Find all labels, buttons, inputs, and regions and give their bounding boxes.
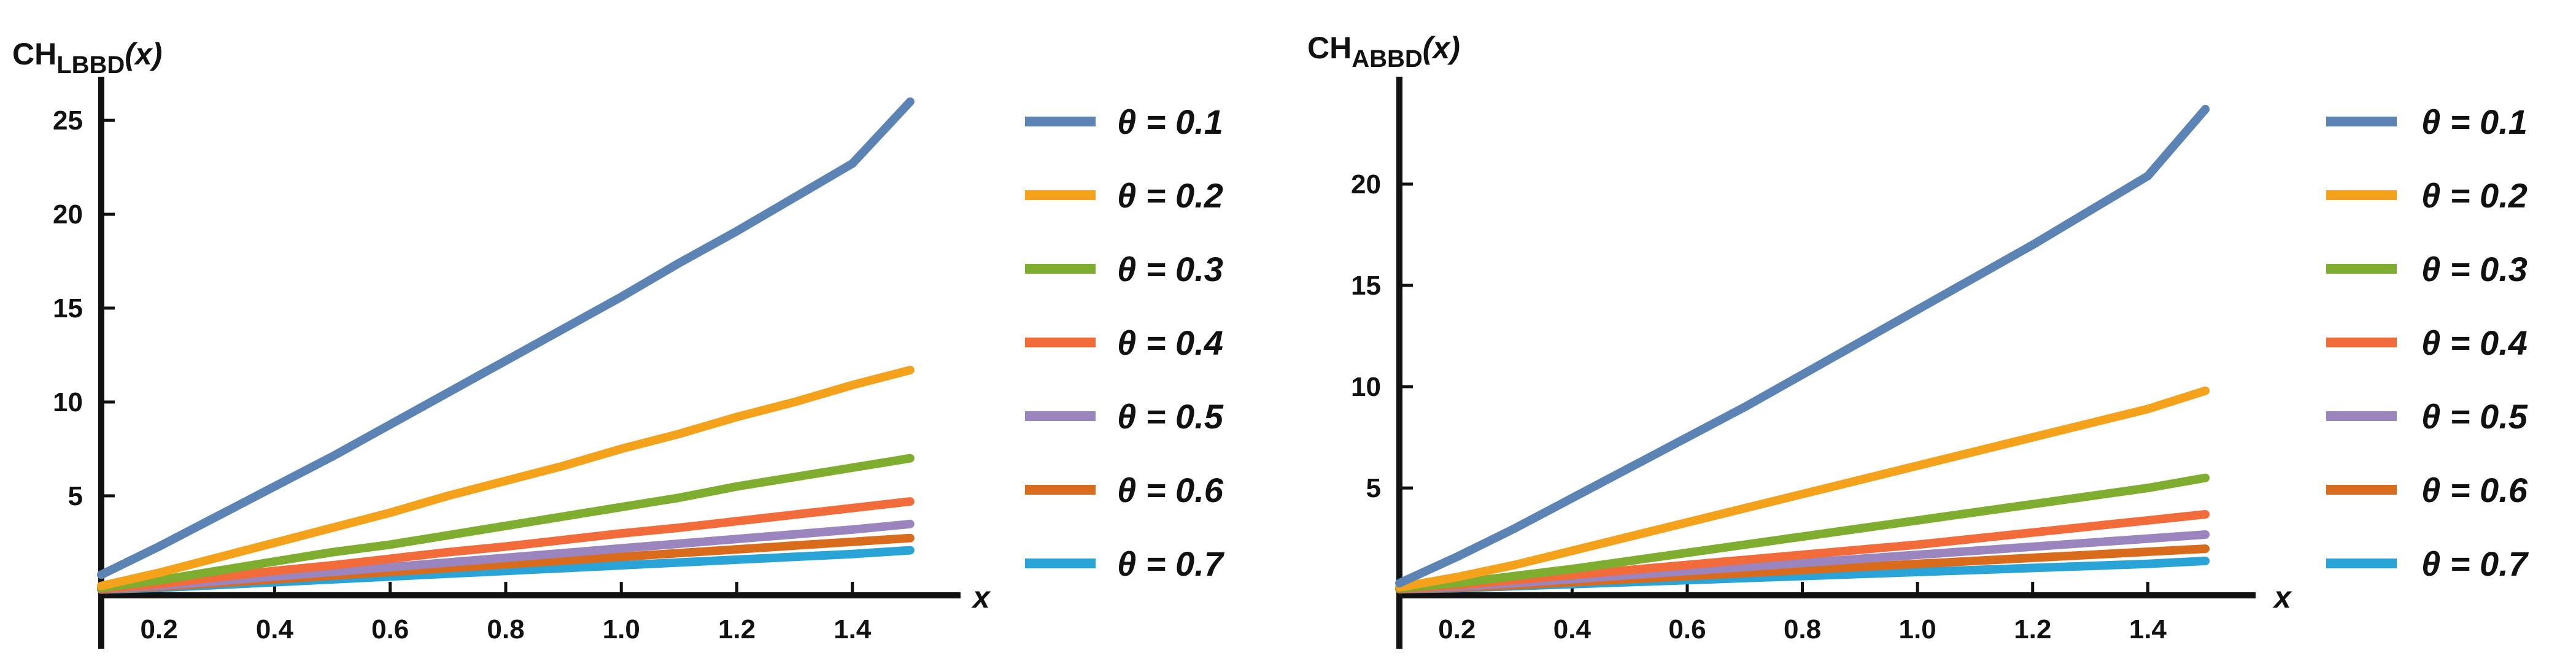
legend-label-6: θ = 0.6 [2421,471,2528,509]
series-line-2 [97,366,915,590]
x-tick-label: 0.6 [371,614,409,644]
series-line-1 [1395,104,2210,588]
y-axis-label-main: CH [1307,31,1352,65]
legend-label-5: θ = 0.5 [2421,397,2528,436]
series-line-1 [97,97,915,579]
y-tick-label: 10 [1351,372,1381,402]
x-tick-label: 1.4 [2129,614,2167,644]
y-axis-label-tail: (x) [125,37,162,71]
series-group [1395,104,2210,593]
y-axis-label-subscript: ABBD [1352,45,1423,72]
y-tick-label: 10 [53,387,83,417]
y-tick-label: 20 [53,199,83,230]
x-axis-label: x [971,580,991,614]
series-line-3 [97,454,915,592]
legend-label-3: θ = 0.3 [2421,250,2528,288]
x-tick-label: 0.6 [1668,614,1706,644]
legend-label-4: θ = 0.4 [1117,323,1223,362]
series-line-3 [1395,473,2210,593]
x-tick-label: 1.2 [718,614,756,644]
x-tick-label: 0.4 [256,614,294,644]
series-line-4 [97,497,915,593]
x-tick-label: 1.4 [834,614,872,644]
x-tick-label: 1.0 [1899,614,1936,644]
x-tick-label: 1.0 [603,614,640,644]
chart-left: 5 10 15 20 25 0.2 0.4 0.6 0.8 1.0 1.2 1.4 CHLBBD(x) x… [12,37,1225,649]
y-tick-label: 5 [68,481,83,511]
y-tick-label: 5 [1366,473,1381,503]
legend-label-1: θ = 0.1 [1117,102,1223,141]
x-tick-label: 1.2 [2014,614,2051,644]
chart-right: 5 10 15 20 0.2 0.4 0.6 0.8 1.0 1.2 1.4 CHABBD(x) x θ … [1307,31,2529,649]
legend-label-4: θ = 0.4 [2421,323,2528,362]
legend: θ = 0.1 θ = 0.2 θ = 0.3 θ = 0.4 θ = 0.5 θ = 0… [1025,102,1225,583]
series-line-4 [1395,510,2210,593]
y-tick-label: 25 [53,106,83,136]
y-tick-label: 15 [1351,271,1381,301]
series-line-2 [1395,386,2210,592]
x-axis-label: x [2272,580,2292,614]
y-tick-label: 15 [53,293,83,323]
x-tick-label: 0.8 [487,614,524,644]
legend-label-7: θ = 0.7 [1117,544,1225,583]
legend-label-2: θ = 0.2 [2421,176,2528,215]
x-tick-label: 0.2 [141,614,178,644]
legend-label-5: θ = 0.5 [1117,397,1224,436]
y-axis-label: CHABBD(x) [1307,31,1460,72]
y-axis-label-tail: (x) [1423,31,1460,65]
x-tick-label: 0.2 [1438,614,1476,644]
y-axis-label: CHLBBD(x) [12,37,162,79]
legend-label-2: θ = 0.2 [1117,176,1223,215]
legend-label-6: θ = 0.6 [1117,471,1224,509]
legend-label-7: θ = 0.7 [2421,544,2529,583]
y-axis-label-subscript: LBBD [56,52,125,79]
y-tick-label: 20 [1351,169,1381,199]
series-line-5 [97,519,915,593]
legend: θ = 0.1 θ = 0.2 θ = 0.3 θ = 0.4 θ = 0.5 θ = 0… [2326,102,2529,583]
x-tick-label: 0.8 [1784,614,1821,644]
x-tick-label: 0.4 [1553,614,1592,644]
series-group [97,97,915,594]
legend-label-1: θ = 0.1 [2421,102,2528,141]
y-axis-label-main: CH [12,37,56,71]
legend-label-3: θ = 0.3 [1117,250,1223,288]
